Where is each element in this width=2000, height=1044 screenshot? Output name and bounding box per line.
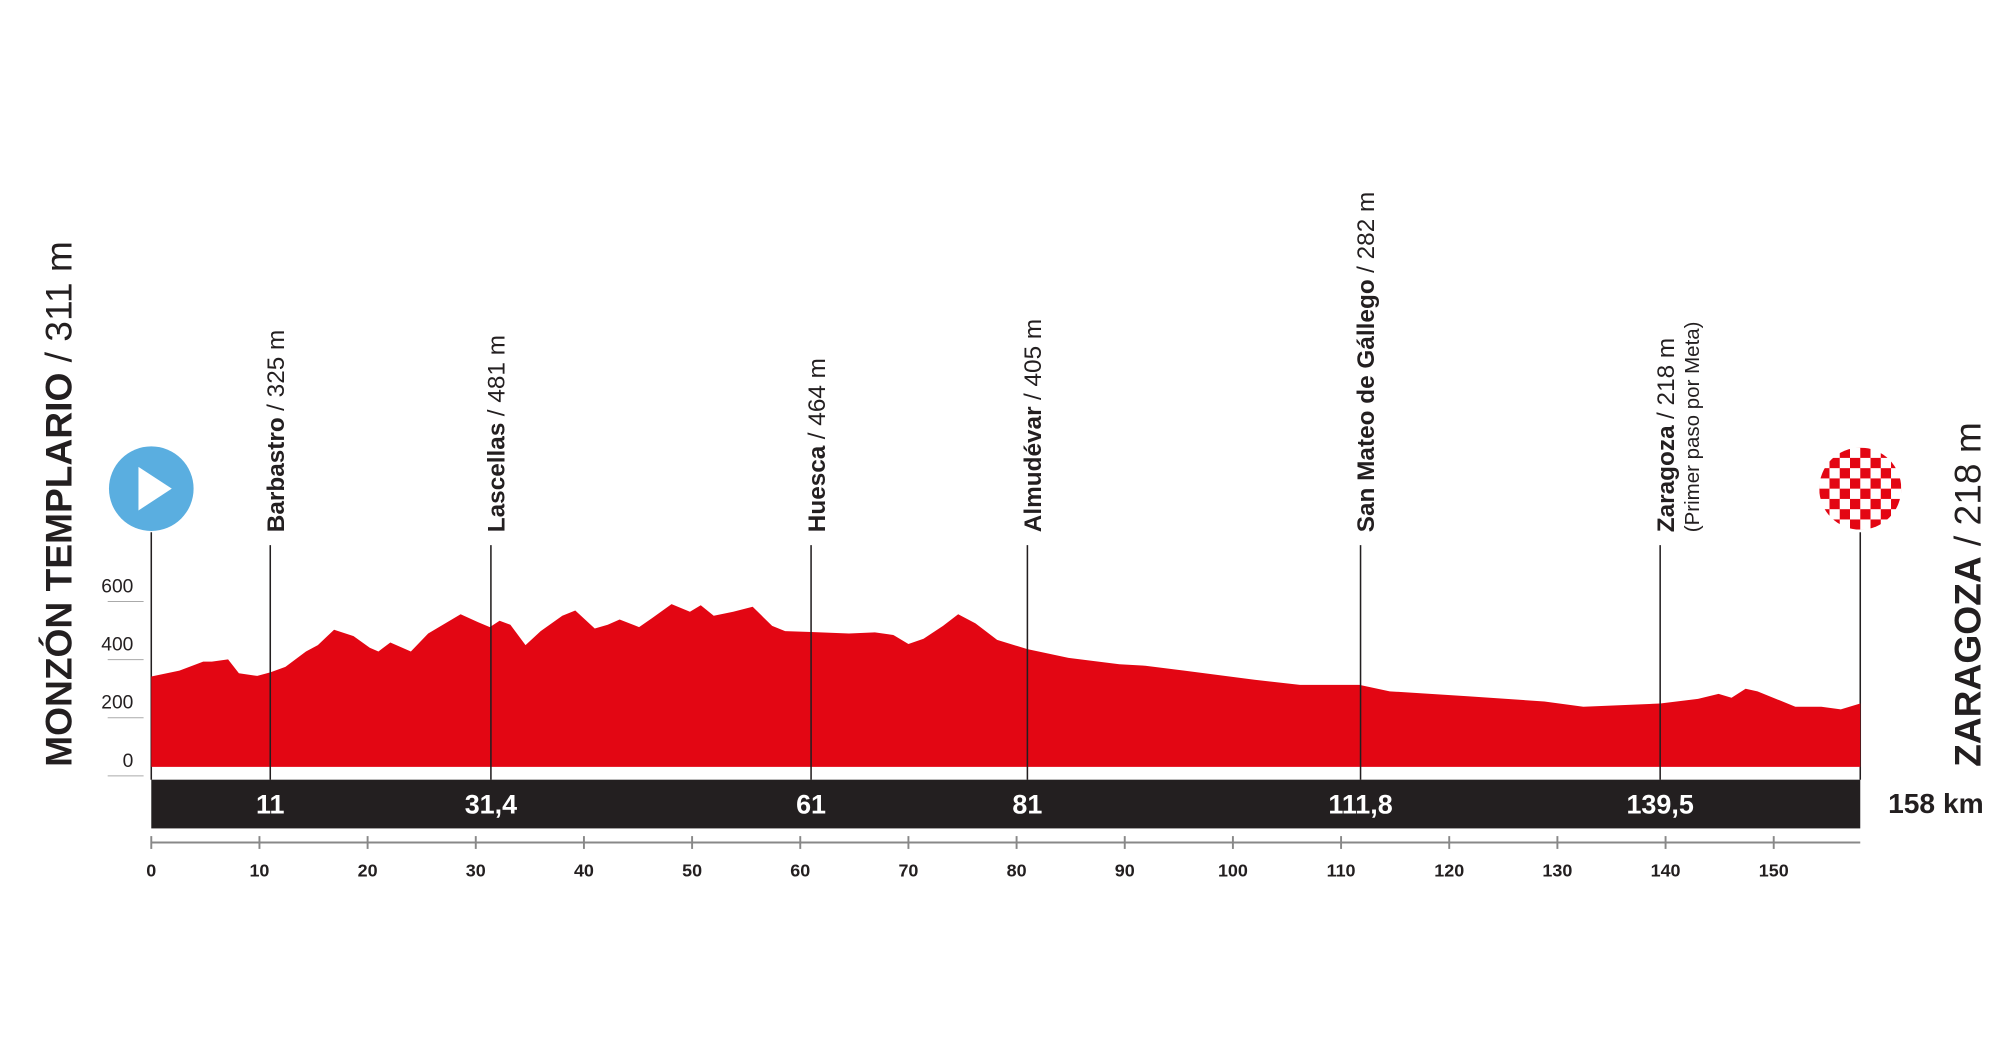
start-arrow	[138, 466, 172, 511]
finish-label: ZARAGOZA / 218 m	[1946, 422, 1988, 767]
waypoint-name: Barbastro	[263, 417, 290, 532]
x-tick-label: 20	[358, 861, 378, 881]
waypoint-label: Barbastro / 325 m	[263, 330, 290, 533]
elevation-area	[151, 604, 1861, 767]
waypoint-km: 31,4	[465, 790, 517, 820]
waypoint-name: Lascellas	[484, 423, 511, 533]
waypoint-note: (Primer paso por Meta)	[1681, 321, 1704, 532]
waypoint-label: San Mateo de Gállego / 282 m	[1354, 192, 1381, 533]
x-tick-label: 100	[1218, 861, 1248, 881]
start-name: MONZÓN TEMPLARIO	[37, 373, 79, 767]
x-tick-label: 60	[790, 861, 810, 881]
waypoint-altitude: / 481 m	[484, 335, 511, 416]
waypoint-label: Lascellas / 481 m	[484, 335, 511, 532]
start-altitude: / 311 m	[37, 241, 79, 362]
x-tick-label: 110	[1327, 861, 1356, 881]
y-tick-label: 400	[101, 635, 133, 656]
x-tick-label: 130	[1542, 861, 1572, 881]
waypoint-label: Huesca / 464 m	[804, 358, 831, 532]
finish-name: ZARAGOZA	[1946, 556, 1988, 767]
waypoint-altitude: / 325 m	[263, 330, 290, 411]
waypoint-altitude: / 464 m	[804, 358, 831, 439]
x-tick-label: 0	[146, 861, 156, 881]
waypoint-altitude: / 405 m	[1021, 319, 1048, 400]
finish-icon	[1819, 447, 1902, 530]
x-tick-label: 30	[466, 861, 486, 881]
waypoint-altitude: / 282 m	[1354, 192, 1381, 273]
waypoint-name: Zaragoza	[1653, 425, 1680, 532]
waypoint-name: San Mateo de Gállego	[1354, 279, 1381, 532]
x-tick-label: 40	[574, 861, 594, 881]
waypoint-altitude: / 218 m	[1653, 338, 1680, 419]
waypoint-km: 139,5	[1626, 790, 1693, 820]
waypoint-label: Almudévar / 405 m	[1021, 319, 1048, 532]
waypoint-name: Huesca	[804, 445, 831, 532]
waypoint-km: 61	[796, 790, 826, 820]
distance-label: 158 km	[1888, 787, 1984, 819]
x-tick-label: 70	[898, 861, 918, 881]
x-tick-label: 150	[1759, 861, 1789, 881]
waypoint-km: 81	[1012, 790, 1042, 820]
x-tick-label: 10	[249, 861, 269, 881]
finish-altitude: / 218 m	[1946, 422, 1988, 546]
y-tick-label: 200	[101, 693, 133, 714]
x-tick-label: 80	[1007, 861, 1027, 881]
waypoint-label: Zaragoza / 218 m	[1653, 338, 1680, 532]
plot: 0 200 400 600 0 10 20 30 40 50 60 70 80 90 100 110 120 13…	[101, 192, 1861, 881]
waypoint-km: 11	[256, 790, 284, 820]
waypoint-name: Almudévar	[1021, 406, 1048, 532]
distance-bar	[151, 779, 1861, 829]
start-label: MONZÓN TEMPLARIO / 311 m	[37, 241, 79, 767]
waypoint-km: 111,8	[1328, 790, 1392, 820]
x-tick-label: 90	[1115, 861, 1135, 881]
y-tick-label: 600	[101, 576, 133, 597]
x-tick-label: 140	[1651, 861, 1681, 881]
x-tick-label: 120	[1434, 861, 1464, 881]
x-tick-label: 50	[682, 861, 702, 881]
y-tick-label: 0	[123, 751, 134, 772]
